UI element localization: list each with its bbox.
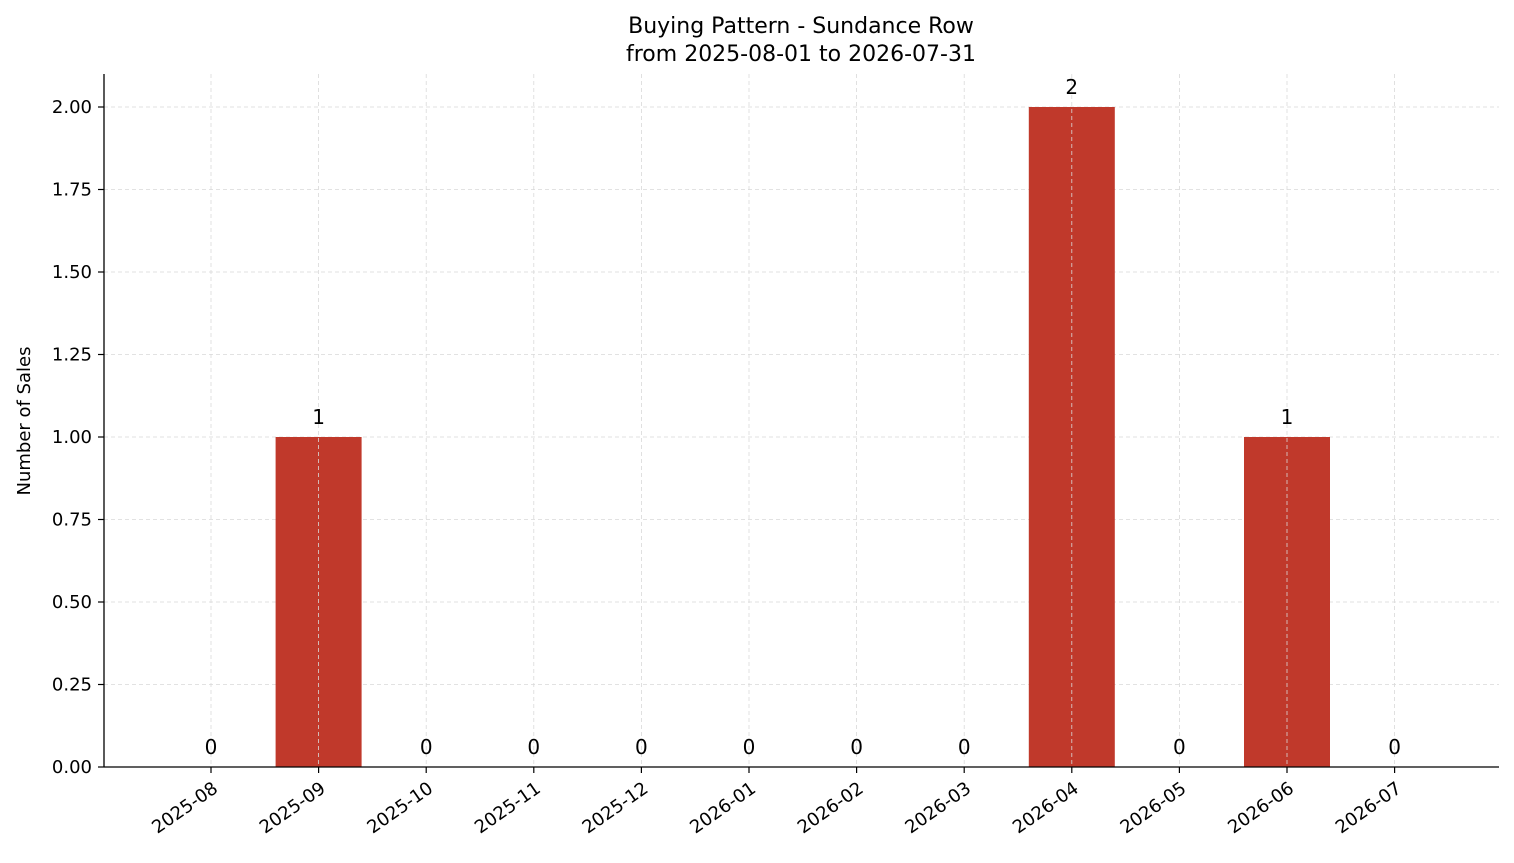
bar (1028, 107, 1115, 767)
data-labels: 0 1 0 0 0 0 0 0 2 0 1 0 (205, 75, 1401, 759)
bar-value-label: 2 (1065, 75, 1078, 99)
bar-value-label: 0 (850, 735, 863, 759)
bar-value-label: 0 (635, 735, 648, 759)
bar-value-label: 1 (1281, 405, 1294, 429)
chart-subtitle: from 2025-08-01 to 2026-07-31 (626, 42, 976, 67)
y-tick-label: 0.75 (52, 510, 92, 531)
bar-value-label: 0 (420, 735, 433, 759)
chart-title: Buying Pattern - Sundance Row (628, 14, 974, 39)
x-tick-label: 2025-11 (471, 778, 545, 838)
bars (210, 74, 1395, 767)
bar-value-label: 0 (527, 735, 540, 759)
y-tick-label: 1.00 (52, 427, 92, 448)
bar-value-label: 0 (205, 735, 218, 759)
y-tick-label: 0.00 (52, 757, 92, 778)
x-tick-label: 2026-07 (1332, 778, 1406, 838)
y-tick-label: 1.25 (52, 345, 92, 366)
y-axis-label: Number of Sales (14, 346, 35, 495)
x-tick-label: 2026-01 (686, 778, 760, 838)
bar-value-label: 0 (1173, 735, 1186, 759)
y-tick-label: 1.50 (52, 262, 92, 283)
x-tick-label: 2026-05 (1117, 778, 1191, 838)
y-tick-label: 1.75 (52, 180, 92, 201)
x-tick-label: 2025-09 (256, 778, 330, 838)
y-ticks: 0.00 0.25 0.50 0.75 1.00 1.25 1.50 1.75 2.00 (52, 97, 104, 778)
bar-value-label: 1 (312, 405, 325, 429)
x-tick-label: 2025-12 (579, 778, 653, 838)
x-tick-label: 2026-02 (794, 778, 868, 838)
x-tick-label: 2026-03 (901, 778, 975, 838)
y-tick-label: 0.50 (52, 592, 92, 613)
y-tick-label: 2.00 (52, 97, 92, 118)
x-ticks: 2025-08 2025-09 2025-10 2025-11 2025-12 2026-… (148, 767, 1405, 838)
x-tick-label: 2025-10 (363, 778, 437, 838)
bar-value-label: 0 (958, 735, 971, 759)
bar-value-label: 0 (743, 735, 756, 759)
x-tick-label: 2026-04 (1009, 778, 1083, 838)
bar-value-label: 0 (1388, 735, 1401, 759)
y-tick-label: 0.25 (52, 675, 92, 696)
x-tick-label: 2025-08 (148, 778, 222, 838)
x-tick-label: 2026-06 (1224, 778, 1298, 838)
